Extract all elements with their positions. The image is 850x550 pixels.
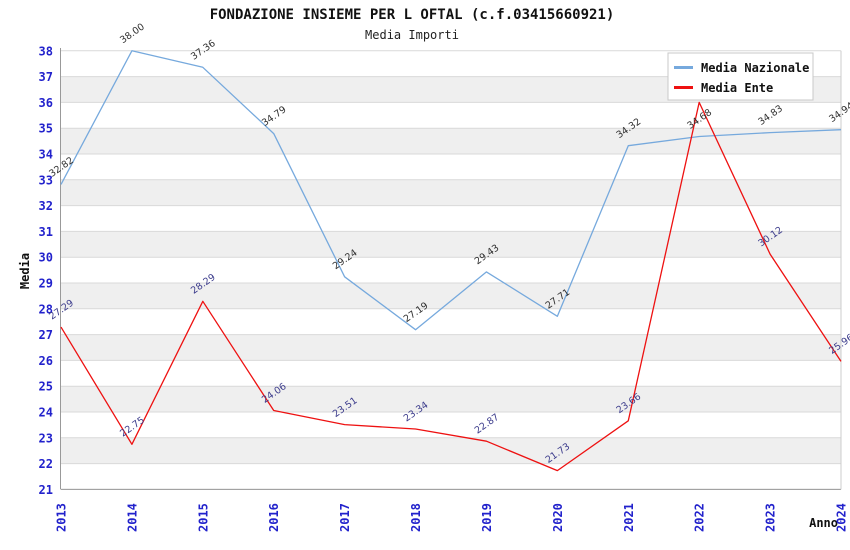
y-tick-label: 33 <box>39 173 53 187</box>
grid-band <box>61 334 841 361</box>
chart-line-media-ente <box>60 101 842 472</box>
y-tick-label: 37 <box>39 70 53 84</box>
grid-band <box>61 437 841 464</box>
y-tick-label: 38 <box>39 44 53 58</box>
legend-box <box>667 52 814 101</box>
y-tick-label: 22 <box>39 457 53 471</box>
grid-band <box>61 231 841 258</box>
x-tick-label: 2018 <box>409 503 423 532</box>
point-value-label: 22.75 <box>118 415 147 440</box>
legend-marker-ente <box>674 86 693 89</box>
point-value-label: 38.00 <box>118 21 147 46</box>
chart-line-media-nazionale <box>60 50 842 331</box>
legend-marker-nazionale <box>674 66 693 69</box>
grid-band <box>61 283 841 309</box>
legend: Media Nazionale Media Ente <box>667 52 814 101</box>
x-tick-label: 2017 <box>338 503 352 532</box>
y-tick-label: 26 <box>39 354 53 368</box>
x-tick-label: 2021 <box>622 503 636 532</box>
x-tick-label: 2023 <box>764 503 778 532</box>
x-tick-label: 2024 <box>835 503 849 532</box>
x-tick-label: 2015 <box>196 503 210 532</box>
point-value-label: 22.87 <box>473 412 502 437</box>
y-tick-label: 29 <box>39 277 53 291</box>
chart-subtitle: Media Importi <box>365 28 459 42</box>
y-tick-label: 30 <box>39 251 53 265</box>
x-tick-label: 2016 <box>267 503 281 532</box>
gridlines <box>61 50 841 490</box>
x-tick-label: 2022 <box>693 503 707 532</box>
x-tick-label: 2013 <box>55 503 69 532</box>
point-value-label: 34.79 <box>260 104 289 129</box>
x-tick-label: 2020 <box>551 503 565 532</box>
y-tick-label: 35 <box>39 122 53 136</box>
grid-band <box>61 128 841 154</box>
legend-label: Media Ente <box>701 81 773 95</box>
y-tick-label: 23 <box>39 431 53 445</box>
x-tick-label: 2014 <box>125 503 139 532</box>
axes <box>60 48 842 490</box>
chart-title: FONDAZIONE INSIEME PER L OFTAL (c.f.0341… <box>210 7 615 23</box>
y-axis-title: Media <box>18 253 32 289</box>
y-tick-label: 34 <box>39 148 53 162</box>
y-tick-label: 28 <box>39 302 53 316</box>
y-tick-label: 24 <box>39 406 53 420</box>
x-axis-title: Anno <box>809 516 838 530</box>
point-value-label: 34.83 <box>756 103 785 128</box>
y-tick-label: 31 <box>39 225 53 239</box>
x-tick-label: 2019 <box>480 503 494 532</box>
y-tick-label: 21 <box>39 483 53 497</box>
y-tick-label: 25 <box>39 380 53 394</box>
grid-band <box>61 179 841 206</box>
tick-labels: 21 22 23 24 25 26 27 28 29 30 31 32 33 34 35 36 37 38 2013… <box>39 44 849 532</box>
grid-bands <box>61 76 841 464</box>
point-value-label: 37.36 <box>189 38 218 63</box>
point-value-label: 34.94 <box>827 100 850 125</box>
series-lines <box>60 50 842 472</box>
grid-band <box>61 386 841 412</box>
legend-label: Media Nazionale <box>701 61 809 75</box>
y-tick-label: 32 <box>39 199 53 213</box>
y-tick-label: 27 <box>39 328 53 342</box>
y-tick-label: 36 <box>39 96 53 110</box>
